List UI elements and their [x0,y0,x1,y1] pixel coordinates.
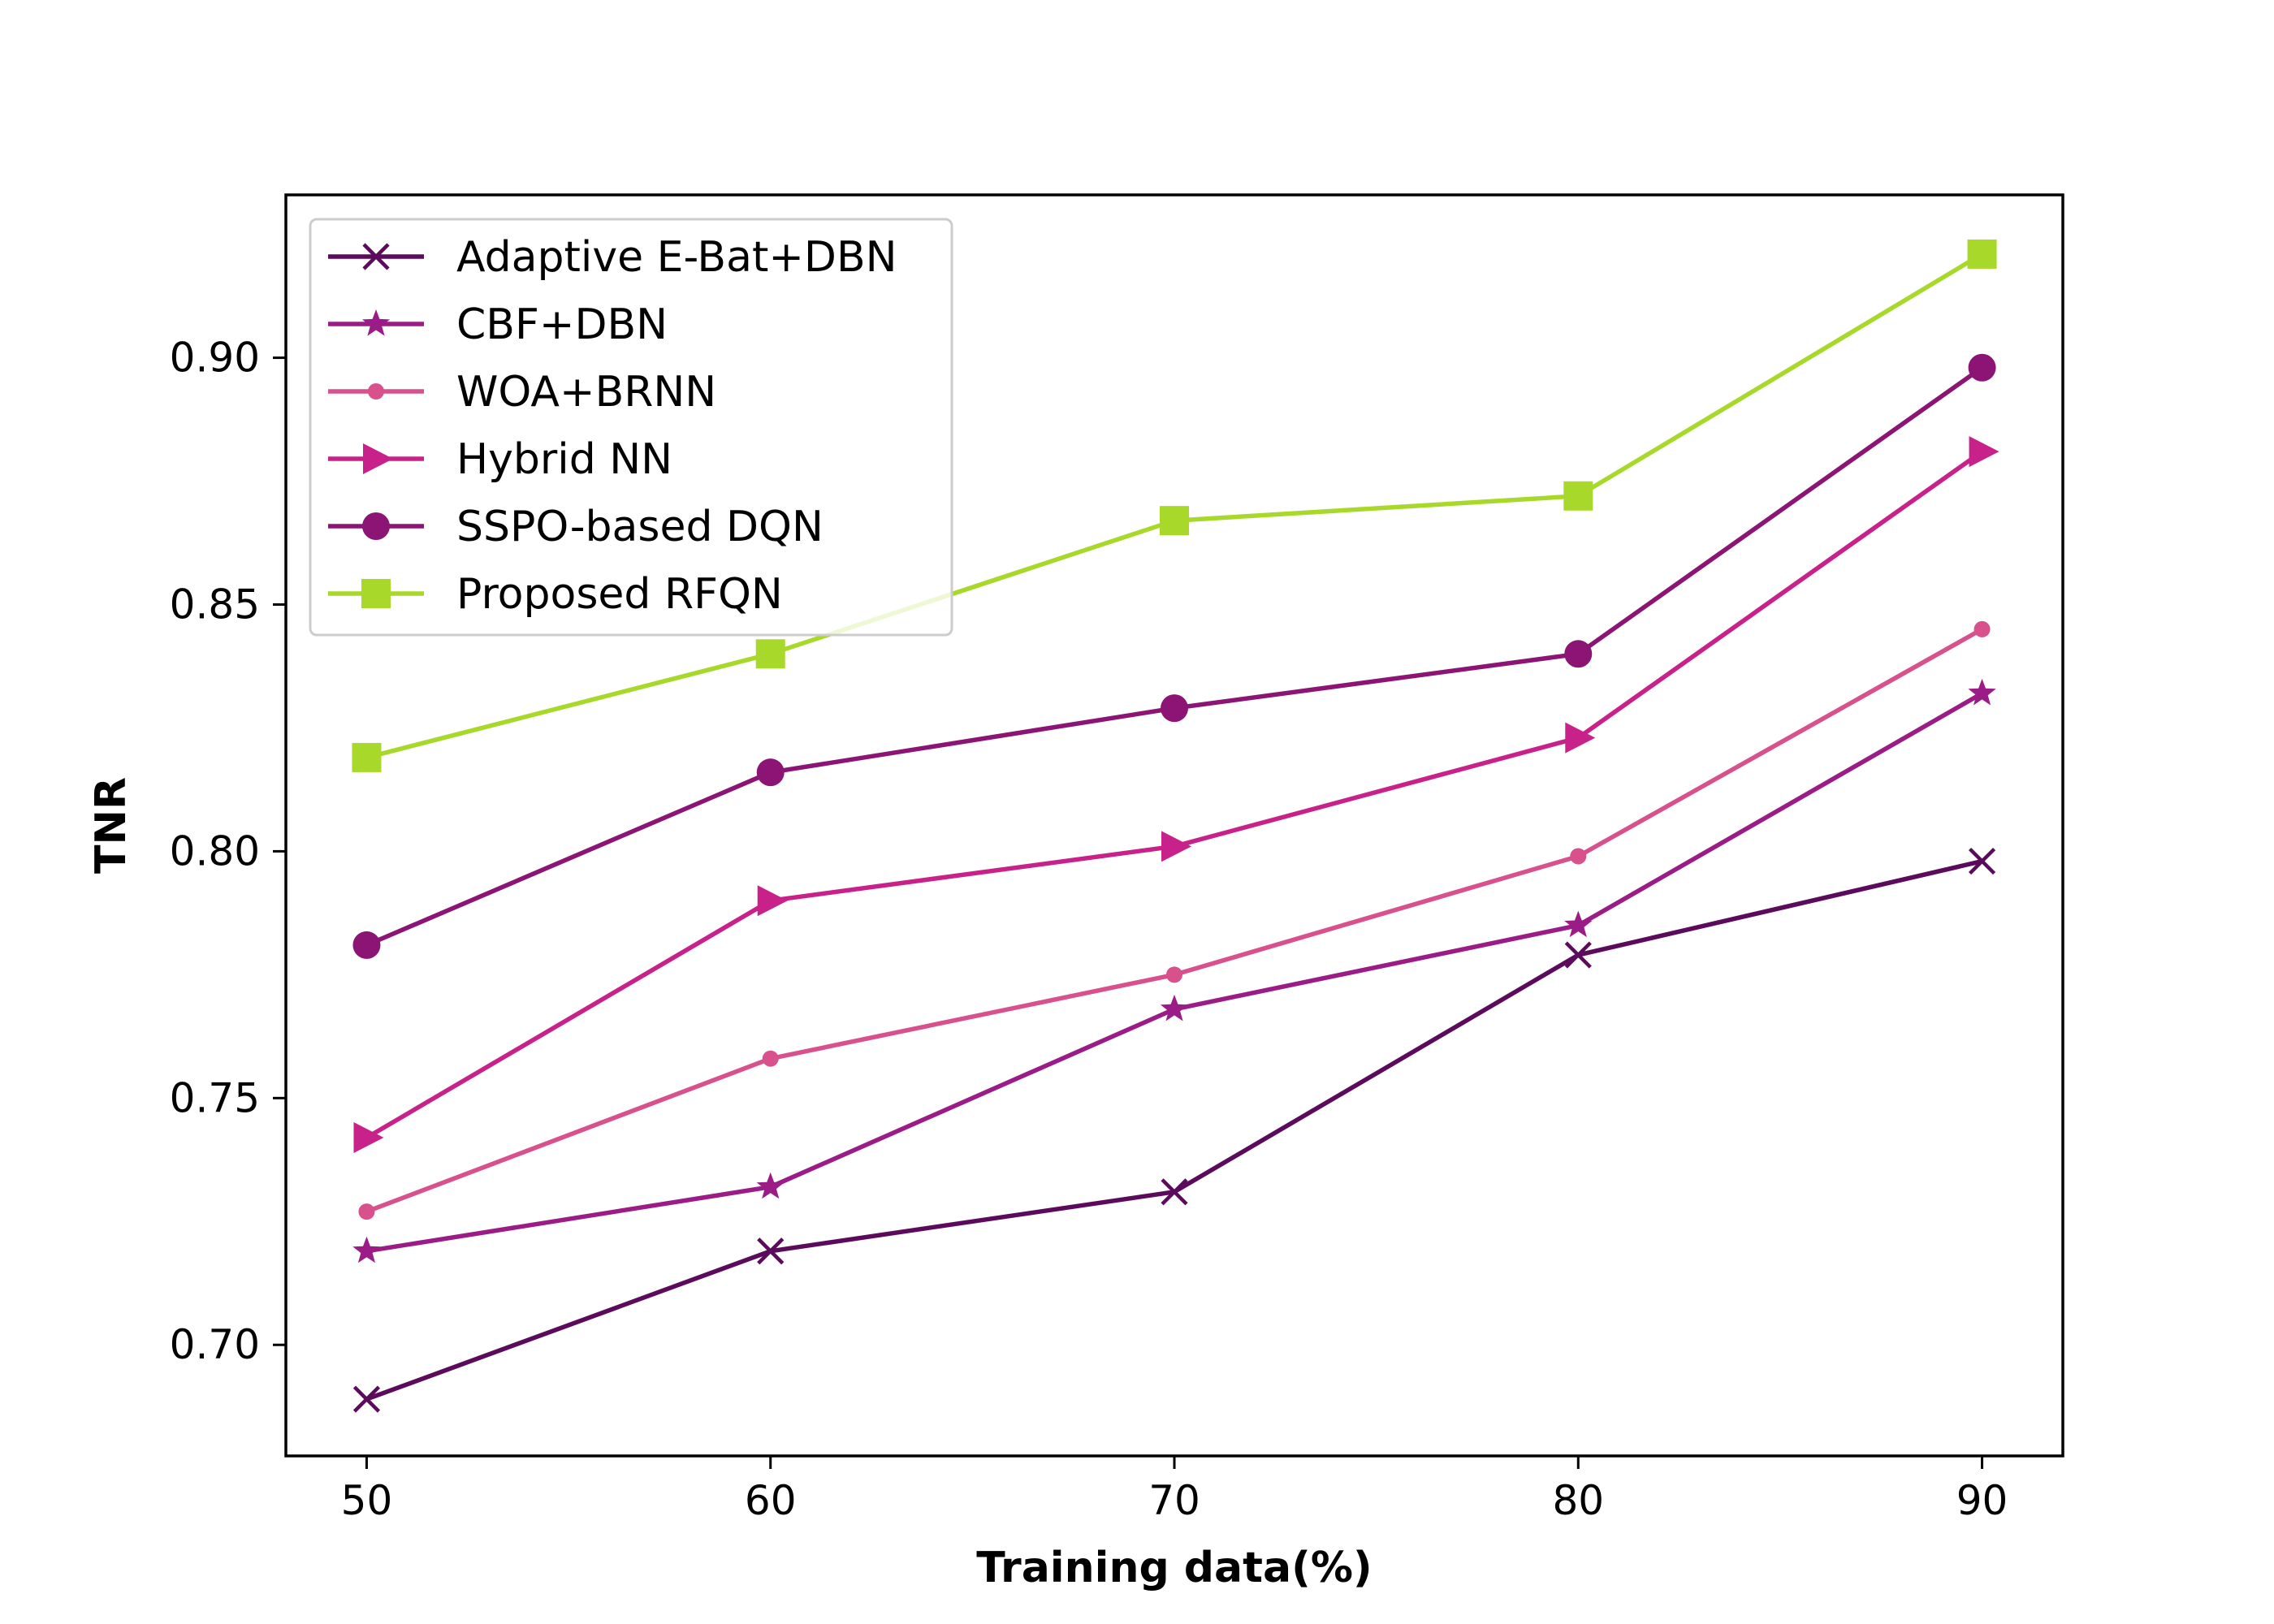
legend-label: WOA+BRNN [456,368,716,417]
data-point [1166,966,1182,983]
legend-marker [362,243,390,270]
y-axis-title: TNR [87,777,136,874]
data-point [1160,994,1189,1021]
series-1 [352,678,1996,1263]
legend-item: Proposed RFQN [328,570,783,619]
data-point [757,1237,785,1265]
data-point [1161,831,1191,862]
x-tick-label: 80 [1552,1477,1604,1524]
data-point [353,1121,384,1153]
legend-marker [361,579,391,608]
data-point [1570,848,1587,865]
series-4 [352,353,1996,959]
data-point [1974,620,1991,637]
data-point [1564,640,1593,668]
y-tick-label: 0.90 [170,335,260,382]
data-point [1968,353,1996,382]
data-point [756,1172,785,1199]
legend-item: SSPO-based DQN [328,503,824,551]
legend-item: CBF+DBN [328,300,668,349]
legend-label: CBF+DBN [456,300,668,349]
data-point [1968,847,1996,875]
legend-item: WOA+BRNN [328,368,716,417]
series-layer [352,239,1999,1413]
legend-marker [362,512,390,540]
legend-item: Adaptive E-Bat+DBN [328,233,897,282]
legend-marker [368,383,384,400]
data-point [1563,481,1593,511]
legend-label: Proposed RFQN [456,570,783,619]
data-point [358,1203,375,1220]
data-point [762,1050,779,1067]
data-point [1564,910,1593,938]
data-point [756,758,785,787]
data-point [1564,941,1592,969]
data-point [1967,239,1997,269]
data-point [352,1236,381,1263]
ticks-layer: 50 60 70 80 90 0.70 0.75 0.80 0.85 0.90 [170,335,2008,1524]
data-point [755,639,785,669]
data-point [1969,436,1999,468]
series-0 [352,847,1996,1413]
x-tick-label: 70 [1148,1477,1200,1524]
data-point [1160,506,1189,536]
data-point [1161,1178,1188,1206]
legend-items: Adaptive E-Bat+DBN CBF+DBN WOA+BRNN Hybrid … [328,233,897,619]
data-point [1968,678,1996,706]
y-tick-label: 0.80 [170,827,260,875]
legend-label: Hybrid NN [456,435,672,484]
legend-label: Adaptive E-Bat+DBN [456,233,897,282]
legend-marker [363,443,393,474]
y-tick-label: 0.75 [170,1074,260,1121]
data-point [352,931,381,959]
series-2 [358,620,1991,1220]
x-tick-label: 60 [745,1477,797,1524]
legend-label: SSPO-based DQN [456,503,824,551]
y-tick-label: 0.70 [170,1321,260,1368]
x-tick-label: 90 [1956,1477,2008,1524]
legend-marker [361,309,391,336]
x-tick-label: 50 [341,1477,393,1524]
x-axis-title: Training data(%) [976,1544,1372,1592]
legend: Adaptive E-Bat+DBN CBF+DBN WOA+BRNN Hybrid … [309,218,953,637]
data-point [757,885,788,917]
y-tick-label: 0.85 [170,581,260,628]
legend-box [309,218,953,637]
data-point [352,742,382,772]
series-3 [353,436,1999,1153]
data-point [1565,722,1596,754]
series-5 [352,239,1997,772]
data-point [1161,694,1188,723]
series-line [365,858,1983,1402]
legend-item: Hybrid NN [328,435,672,484]
data-point [352,1385,381,1413]
